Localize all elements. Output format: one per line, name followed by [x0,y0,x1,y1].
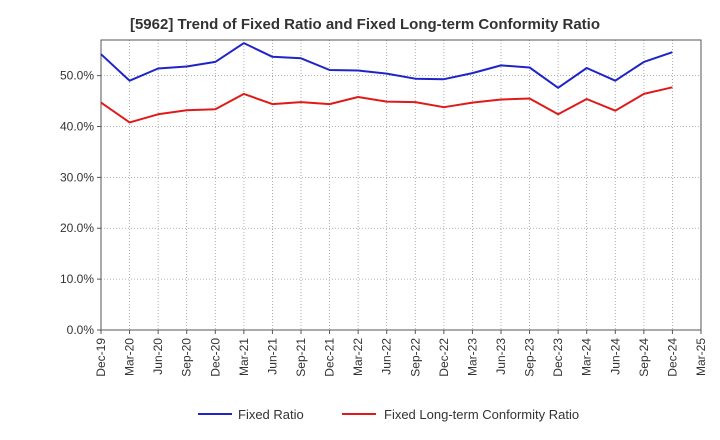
x-tick-label: Sep-24 [637,338,651,377]
grid [101,40,701,330]
y-tick-label: 20.0% [60,221,94,235]
chart-title: [5962] Trend of Fixed Ratio and Fixed Lo… [130,16,600,33]
y-axis: 0.0% 10.0% 20.0% 30.0% 40.0% 50.0% [60,69,101,337]
x-tick-label: Mar-25 [694,338,708,376]
x-tick-label: Jun-23 [494,338,508,375]
y-tick-label: 40.0% [60,119,94,133]
x-tick-label: Jun-20 [151,338,165,375]
x-tick-label: Sep-21 [294,338,308,377]
legend-label-1: Fixed Ratio [238,407,304,422]
y-tick-label: 10.0% [60,272,94,286]
x-tick-label: Dec-23 [551,338,565,377]
x-tick-label: Jun-24 [608,338,622,375]
y-tick-label: 30.0% [60,170,94,184]
y-tick-label: 0.0% [67,323,95,337]
x-tick-label: Jun-22 [380,338,394,375]
legend-label-2: Fixed Long-term Conformity Ratio [384,407,579,422]
x-axis: Dec-19 Mar-20 Jun-20 Sep-20 Dec-20 Mar-21 Jun-… [94,330,708,377]
y-tick-label: 50.0% [60,69,94,83]
x-tick-label: Mar-23 [465,338,479,376]
series-line-1 [100,42,673,89]
x-tick-label: Sep-23 [523,338,537,377]
x-tick-label: Dec-20 [208,338,222,377]
x-tick-label: Jun-21 [265,338,279,375]
x-tick-label: Mar-24 [580,338,594,376]
x-tick-label: Dec-24 [665,338,679,377]
plot-frame [100,39,702,331]
x-tick-label: Sep-22 [408,338,422,377]
series-lines [100,42,673,124]
x-tick-label: Mar-20 [123,338,137,376]
series-line-2 [100,86,673,124]
x-tick-label: Dec-21 [323,338,337,377]
x-tick-label: Sep-20 [180,338,194,377]
x-tick-label: Dec-22 [437,338,451,377]
plot-border [100,39,702,331]
x-tick-label: Mar-21 [237,338,251,376]
legend: Fixed Ratio Fixed Long-term Conformity Ra… [198,407,579,422]
x-tick-label: Dec-19 [94,338,108,377]
x-tick-label: Mar-22 [351,338,365,376]
